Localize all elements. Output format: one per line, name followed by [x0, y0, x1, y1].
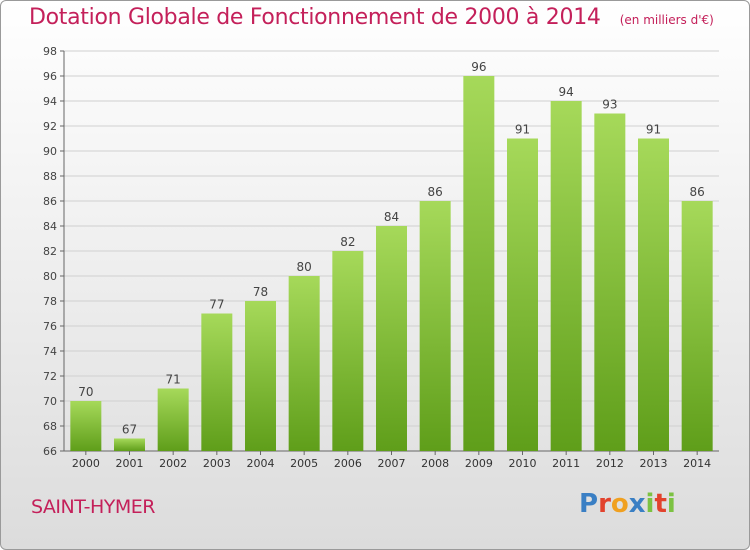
x-tick-label: 2000 [72, 457, 100, 470]
data-labels: 70 67 71 77 78 80 82 84 86 96 91 94 93 91 86 [78, 60, 705, 437]
data-label: 70 [78, 385, 93, 399]
y-tick-label: 68 [43, 420, 57, 433]
y-tick-label: 96 [43, 70, 57, 83]
bar [463, 76, 495, 451]
y-tick-label: 72 [43, 370, 57, 383]
y-tick-label: 94 [43, 95, 57, 108]
data-label: 78 [253, 285, 268, 299]
data-label: 67 [122, 423, 137, 437]
bar [114, 438, 145, 451]
x-tick-label: 2011 [552, 457, 580, 470]
bar [376, 226, 407, 451]
bar [550, 101, 582, 451]
logo-letter: P [579, 489, 599, 519]
y-tick-label: 88 [43, 170, 57, 183]
data-label: 77 [209, 298, 224, 312]
y-tick-label: 98 [43, 45, 57, 58]
y-tick-label: 80 [43, 270, 57, 283]
bar [594, 113, 626, 451]
bars [70, 76, 713, 451]
y-tick-label: 66 [43, 445, 57, 458]
bar [245, 301, 276, 451]
x-tick-label: 2014 [683, 457, 711, 470]
data-label: 91 [515, 123, 530, 137]
y-tick-label: 86 [43, 195, 57, 208]
chart-title: Dotation Globale de Fonctionnement de 20… [29, 5, 601, 30]
y-tick-label: 92 [43, 120, 57, 133]
data-label: 84 [384, 210, 399, 224]
logo-letter: x [628, 489, 646, 519]
bar [681, 201, 713, 451]
chart-subtitle: (en milliers d'€) [619, 13, 714, 27]
y-tick-label: 84 [43, 220, 57, 233]
logo-letter: i [645, 489, 655, 519]
x-tick-label: 2007 [378, 457, 406, 470]
x-tick-label: 2009 [465, 457, 493, 470]
proxiti-logo[interactable]: Proxiti [579, 489, 676, 519]
x-tick-label: 2003 [203, 457, 231, 470]
y-tick-label: 78 [43, 295, 57, 308]
bar [201, 313, 233, 451]
x-tick-label: 2006 [334, 457, 362, 470]
data-label: 86 [428, 185, 443, 199]
data-label: 91 [646, 123, 661, 137]
y-tick-label: 70 [43, 395, 57, 408]
x-tick-label: 2012 [596, 457, 624, 470]
y-tick-label: 76 [43, 320, 57, 333]
y-tick-label: 82 [43, 245, 57, 258]
bar [638, 138, 669, 451]
data-label: 94 [559, 85, 574, 99]
bar [288, 276, 320, 451]
data-label: 96 [471, 60, 486, 74]
data-label: 93 [602, 98, 617, 112]
x-tick-label: 2001 [116, 457, 144, 470]
bar [70, 401, 102, 451]
bar [157, 388, 189, 451]
logo-letter: r [598, 489, 611, 519]
bar [507, 138, 538, 451]
x-tick-label: 2013 [640, 457, 668, 470]
y-tick-label: 90 [43, 145, 57, 158]
logo-letter: t [654, 489, 667, 519]
data-label: 82 [340, 235, 355, 249]
x-tick-label: 2010 [509, 457, 537, 470]
x-tick-label: 2004 [247, 457, 275, 470]
data-label: 71 [166, 373, 181, 387]
x-tick-label: 2002 [159, 457, 187, 470]
logo-letter: i [666, 489, 676, 519]
data-label: 80 [297, 260, 312, 274]
bar [332, 251, 364, 451]
bar [419, 201, 451, 451]
x-tick-label: 2005 [290, 457, 318, 470]
title-row: Dotation Globale de Fonctionnement de 20… [29, 5, 714, 30]
commune-name: SAINT-HYMER [31, 496, 155, 518]
data-label: 86 [690, 185, 705, 199]
logo-letter: o [610, 489, 629, 519]
x-tick-label: 2008 [421, 457, 449, 470]
y-tick-label: 74 [43, 345, 57, 358]
